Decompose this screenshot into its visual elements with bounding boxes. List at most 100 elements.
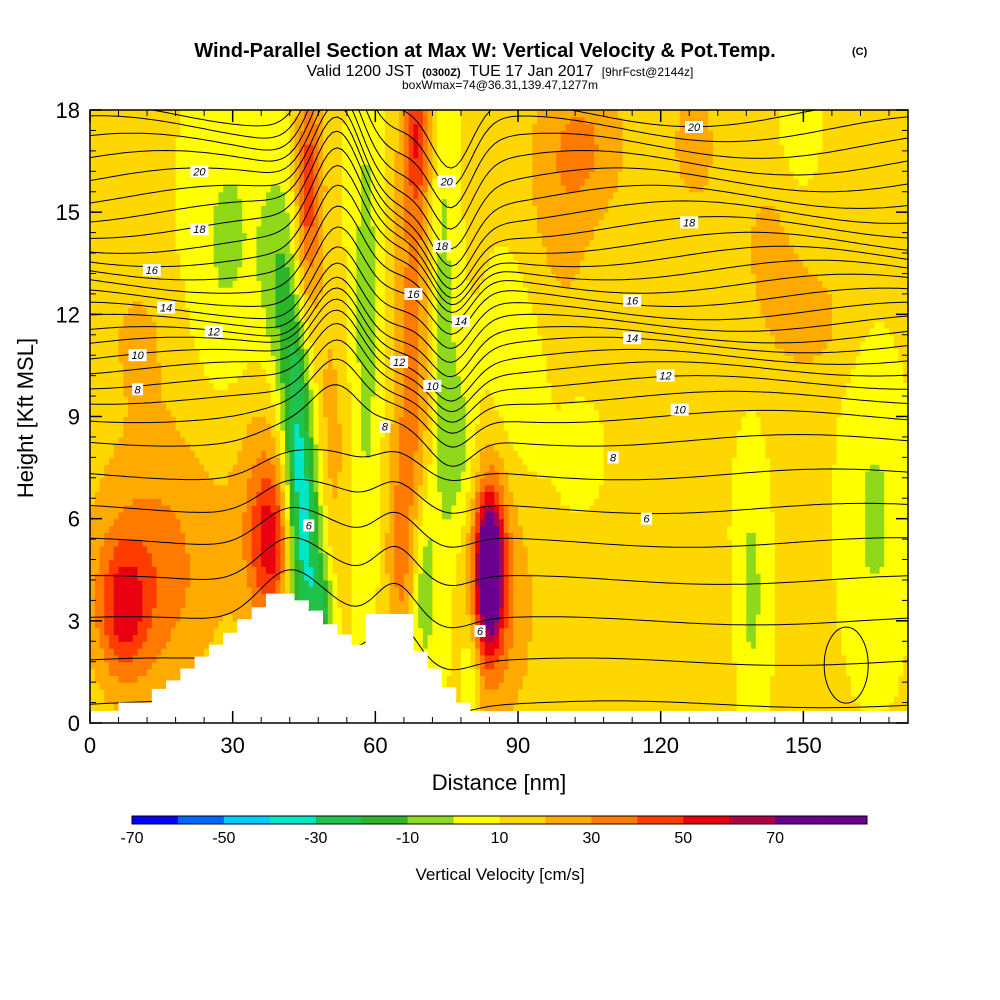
vv-cell — [499, 682, 505, 690]
vv-cell — [327, 600, 334, 608]
vv-cell — [503, 579, 510, 588]
vv-cell — [242, 532, 248, 540]
vv-cell — [850, 654, 857, 663]
vv-cell — [546, 702, 552, 710]
vv-cell — [180, 627, 186, 636]
vv-cell — [227, 566, 234, 574]
vv-cell — [270, 525, 277, 533]
vv-cell — [551, 641, 557, 649]
vv-cell — [147, 559, 153, 567]
vv-cell — [722, 532, 728, 540]
vv-cell — [665, 661, 671, 670]
vv-cell — [475, 586, 481, 595]
vv-cell — [831, 641, 838, 649]
vv-cell — [137, 620, 143, 629]
vv-cell — [456, 525, 462, 533]
vv-cell — [869, 614, 876, 622]
vv-cell — [670, 661, 676, 670]
vv-cell — [356, 627, 362, 636]
vv-cell — [860, 600, 866, 608]
vv-cell — [123, 586, 129, 595]
vv-cell — [208, 539, 215, 547]
vv-cell — [746, 614, 752, 622]
vv-cell — [499, 695, 505, 704]
vv-cell — [537, 545, 543, 554]
vv-cell — [323, 552, 329, 561]
vv-cell — [90, 695, 96, 704]
vv-cell — [622, 620, 629, 629]
vv-cell — [185, 566, 191, 574]
vv-cell — [665, 668, 671, 676]
vv-cell — [679, 641, 686, 649]
vv-cell — [684, 545, 690, 554]
vv-cell — [446, 654, 453, 663]
vv-cell — [451, 620, 457, 629]
vv-cell — [532, 702, 538, 710]
vv-cell — [617, 586, 624, 595]
vv-cell — [484, 559, 491, 567]
vv-cell — [118, 641, 124, 649]
vv-cell — [689, 641, 695, 649]
vv-cell — [446, 600, 453, 608]
chart-title: Wind-Parallel Section at Max W: Vertical… — [194, 40, 775, 62]
vv-cell — [827, 559, 833, 567]
vv-cell — [865, 545, 871, 554]
vv-cell — [608, 573, 614, 581]
vv-cell — [760, 566, 766, 574]
vv-cell — [627, 702, 633, 710]
vv-cell — [765, 532, 771, 540]
vv-cell — [660, 586, 667, 595]
vv-cell — [746, 573, 752, 581]
vv-cell — [175, 620, 181, 629]
vv-cell — [265, 579, 272, 588]
vv-cell — [865, 675, 871, 683]
vv-cell — [151, 586, 158, 595]
vv-cell — [399, 539, 405, 547]
vv-cell — [532, 661, 538, 670]
vv-cell — [90, 620, 96, 629]
vv-cell — [441, 552, 448, 561]
vv-cell — [684, 525, 690, 533]
vv-cell — [475, 614, 481, 622]
vv-cell — [589, 593, 595, 601]
vv-cell — [884, 586, 890, 595]
vv-cell — [128, 688, 134, 697]
vv-cell — [332, 525, 338, 533]
vv-cell — [275, 573, 281, 581]
vv-cell — [270, 586, 277, 595]
vv-cell — [342, 620, 348, 629]
vv-cell — [622, 661, 629, 670]
vv-cell — [636, 682, 643, 690]
vv-cell — [189, 654, 196, 663]
vv-cell — [613, 682, 619, 690]
vv-cell — [156, 579, 162, 588]
vv-cell — [99, 539, 105, 547]
vv-cell — [227, 593, 234, 601]
vv-cell — [361, 525, 367, 533]
vv-cell — [565, 559, 571, 567]
vv-cell — [90, 654, 96, 663]
vv-cell — [318, 559, 324, 567]
vv-cell — [422, 539, 429, 547]
vv-cell — [541, 620, 548, 629]
vv-cell — [147, 688, 153, 697]
vv-cell — [674, 688, 681, 697]
vv-cell — [223, 607, 229, 615]
vv-cell — [732, 525, 738, 533]
vv-cell — [384, 532, 391, 540]
vv-cell — [831, 661, 838, 670]
vv-cell — [351, 627, 357, 636]
vv-cell — [869, 600, 876, 608]
vv-cell — [817, 627, 823, 636]
vv-cell — [565, 586, 571, 595]
vv-cell — [265, 586, 272, 595]
vv-cell — [284, 539, 291, 547]
vv-cell — [613, 559, 619, 567]
vv-cell — [470, 702, 476, 710]
vv-cell — [779, 695, 785, 704]
vv-cell — [808, 688, 814, 697]
vv-cell — [118, 579, 124, 588]
vv-cell — [632, 648, 638, 656]
vv-cell — [679, 688, 686, 697]
vv-cell — [484, 695, 491, 704]
